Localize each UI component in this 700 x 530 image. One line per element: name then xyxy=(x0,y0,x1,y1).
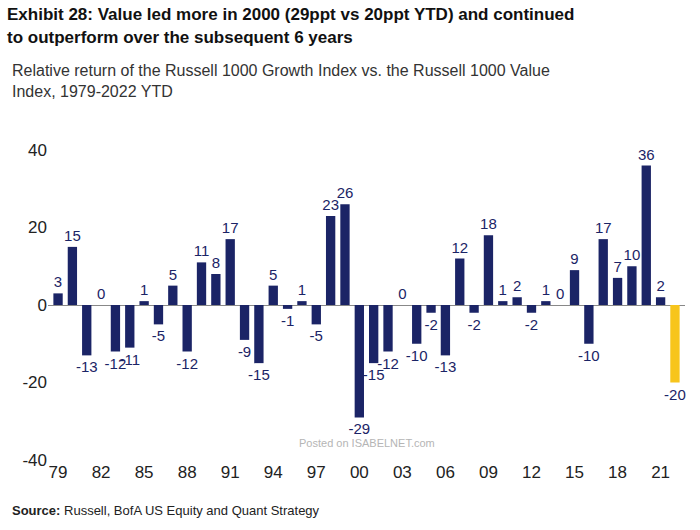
svg-text:85: 85 xyxy=(135,463,154,482)
svg-text:0: 0 xyxy=(97,285,105,302)
svg-text:79: 79 xyxy=(49,463,68,482)
svg-text:1: 1 xyxy=(499,281,507,298)
svg-text:-2: -2 xyxy=(525,316,538,333)
svg-text:-15: -15 xyxy=(248,366,270,383)
svg-text:21: 21 xyxy=(651,463,670,482)
svg-text:17: 17 xyxy=(222,219,239,236)
svg-text:0: 0 xyxy=(556,285,564,302)
svg-text:26: 26 xyxy=(337,184,354,201)
svg-text:15: 15 xyxy=(565,463,584,482)
svg-text:18: 18 xyxy=(480,215,497,232)
svg-text:09: 09 xyxy=(479,463,498,482)
svg-text:1: 1 xyxy=(298,281,306,298)
svg-text:03: 03 xyxy=(393,463,412,482)
svg-text:-10: -10 xyxy=(406,347,428,364)
svg-text:23: 23 xyxy=(322,196,339,213)
svg-text:12: 12 xyxy=(522,463,541,482)
svg-text:91: 91 xyxy=(221,463,240,482)
svg-text:8: 8 xyxy=(212,254,220,271)
svg-text:-13: -13 xyxy=(76,358,98,375)
svg-text:40: 40 xyxy=(28,141,47,160)
svg-text:00: 00 xyxy=(350,463,369,482)
svg-text:3: 3 xyxy=(54,273,62,290)
svg-text:-12: -12 xyxy=(377,355,399,372)
svg-text:-12: -12 xyxy=(176,355,198,372)
svg-text:-5: -5 xyxy=(152,327,165,344)
svg-text:10: 10 xyxy=(624,246,641,263)
svg-text:18: 18 xyxy=(608,463,627,482)
svg-text:Exhibit 28: Value led more in: Exhibit 28: Value led more in 2000 (29pp… xyxy=(7,5,574,46)
svg-text:9: 9 xyxy=(570,250,578,267)
svg-text:7: 7 xyxy=(613,258,621,275)
svg-text:0: 0 xyxy=(398,285,406,302)
svg-text:-15: -15 xyxy=(363,366,385,383)
svg-text:97: 97 xyxy=(307,463,326,482)
svg-text:17: 17 xyxy=(595,219,612,236)
svg-text:1: 1 xyxy=(542,281,550,298)
svg-text:2: 2 xyxy=(656,277,664,294)
svg-text:-2: -2 xyxy=(467,316,480,333)
svg-text:-20: -20 xyxy=(22,373,47,392)
svg-text:-13: -13 xyxy=(435,358,457,375)
svg-text:20: 20 xyxy=(28,218,47,237)
svg-text:-5: -5 xyxy=(310,327,323,344)
svg-text:36: 36 xyxy=(638,146,655,163)
svg-text:94: 94 xyxy=(264,463,283,482)
svg-text:5: 5 xyxy=(169,266,177,283)
svg-text:Posted on ISABELNET.com: Posted on ISABELNET.com xyxy=(299,437,435,449)
svg-text:12: 12 xyxy=(451,239,468,256)
svg-text:-20: -20 xyxy=(664,386,686,403)
svg-text:-29: -29 xyxy=(348,420,370,437)
svg-text:-2: -2 xyxy=(424,316,437,333)
svg-text:06: 06 xyxy=(436,463,455,482)
svg-text:11: 11 xyxy=(194,242,210,259)
svg-text:5: 5 xyxy=(269,266,277,283)
svg-text:1: 1 xyxy=(140,281,148,298)
svg-text:15: 15 xyxy=(64,227,81,244)
svg-text:2: 2 xyxy=(513,277,521,294)
svg-text:Relative return of the Russell: Relative return of the Russell 1000 Grow… xyxy=(12,62,550,100)
svg-text:0: 0 xyxy=(38,296,47,315)
svg-text:82: 82 xyxy=(92,463,111,482)
svg-text:88: 88 xyxy=(178,463,197,482)
svg-text:-1: -1 xyxy=(281,312,294,329)
svg-text:-9: -9 xyxy=(238,343,251,360)
svg-text:-11: -11 xyxy=(119,351,140,368)
svg-text:-12: -12 xyxy=(105,355,127,372)
svg-text:-40: -40 xyxy=(22,451,47,470)
svg-text:Source: Russell, BofA US Equit: Source: Russell, BofA US Equity and Quan… xyxy=(12,503,320,518)
svg-text:-10: -10 xyxy=(578,347,600,364)
